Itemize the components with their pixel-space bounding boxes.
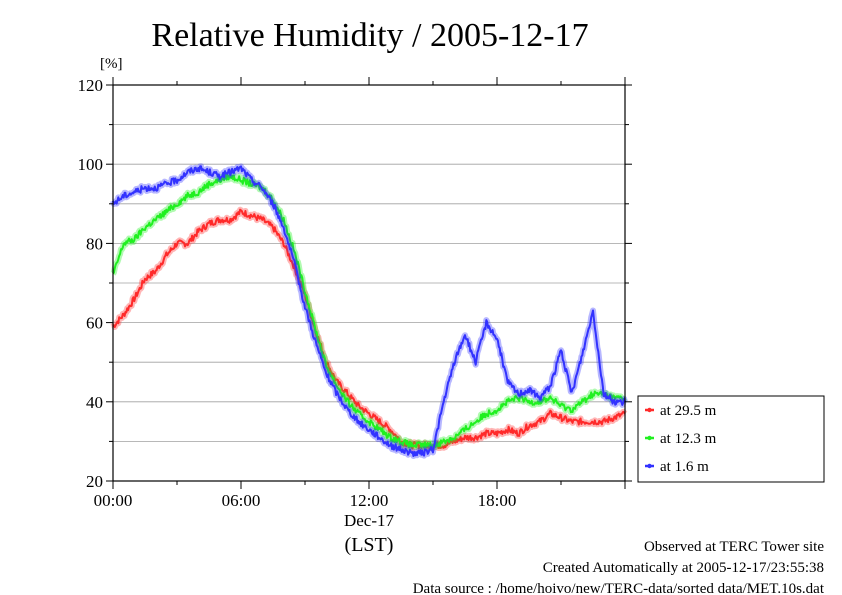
y-tick-label: 40 xyxy=(86,393,103,412)
y-axis: 20 40 60 80 100 120 xyxy=(78,76,632,491)
x-tick-label: 18:00 xyxy=(478,491,517,510)
legend-label: at 1.6 m xyxy=(660,459,709,475)
y-tick-label: 80 xyxy=(86,234,103,253)
legend-marker xyxy=(647,435,652,441)
legend-label: at 12.3 m xyxy=(660,431,717,447)
x-date-label: Dec-17 xyxy=(344,511,395,530)
y-axis-unit: [%] xyxy=(100,56,123,72)
series-lines xyxy=(110,163,628,459)
x-tick-label: 06:00 xyxy=(222,491,261,510)
footer-created: Created Automatically at 2005-12-17/23:5… xyxy=(543,560,824,576)
series-line-0 xyxy=(112,208,626,450)
series-band-1 xyxy=(110,171,628,452)
legend-marker xyxy=(647,407,652,413)
x-tick-label: 12:00 xyxy=(350,491,389,510)
x-axis-label: (LST) xyxy=(345,534,394,556)
x-tick-label: 00:00 xyxy=(94,491,133,510)
legend: at 29.5 m at 12.3 m at 1.6 m xyxy=(637,395,825,483)
y-tick-label: 20 xyxy=(86,472,103,491)
y-tick-label: 120 xyxy=(78,76,104,95)
footer-site: Observed at TERC Tower site xyxy=(644,539,824,555)
legend-label: at 29.5 m xyxy=(660,403,717,419)
series-line-2 xyxy=(112,165,626,457)
legend-box xyxy=(637,395,825,483)
grid xyxy=(113,124,625,442)
chart-title: Relative Humidity / 2005-12-17 xyxy=(151,17,588,54)
y-tick-label: 100 xyxy=(78,155,104,174)
series-line-1 xyxy=(112,173,626,450)
footer-source: Data source : /home/hoivo/new/TERC-data/… xyxy=(413,581,825,595)
legend-marker xyxy=(647,463,652,469)
y-tick-label: 60 xyxy=(86,314,103,333)
x-axis: 00:00 06:00 12:00 18:00 xyxy=(94,77,626,510)
